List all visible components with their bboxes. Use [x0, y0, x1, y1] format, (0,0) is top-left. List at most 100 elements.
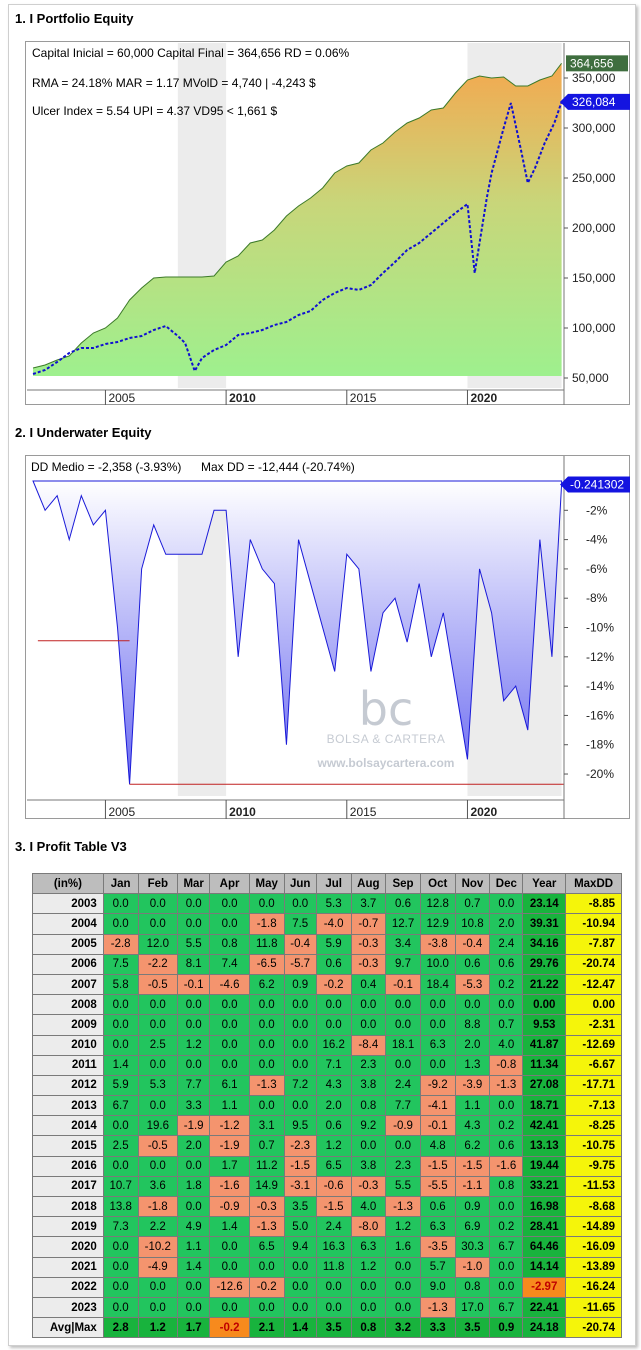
month-cell: -0.3 — [350, 933, 387, 955]
month-cell: 9.5 — [283, 1115, 317, 1137]
month-cell: 0.0 — [385, 994, 421, 1016]
month-cell: -1.3 — [385, 1195, 421, 1218]
month-cell: 0.0 — [283, 1014, 317, 1036]
month-cell: 0.0 — [489, 1256, 524, 1278]
month-cell: 0.8 — [454, 1276, 491, 1298]
month-cell: -0.9 — [209, 1195, 250, 1218]
month-cell: 0.0 — [454, 994, 491, 1016]
month-cell: -0.1 — [177, 973, 211, 996]
year-total-cell: -2.97 — [522, 1276, 567, 1298]
month-cell: 7.3 — [102, 1216, 139, 1238]
month-cell: 0.0 — [489, 893, 524, 915]
month-cell: 1.8 — [177, 1175, 211, 1198]
month-cell: 0.0 — [489, 1195, 524, 1218]
column-header: Oct — [419, 872, 456, 895]
month-cell: -0.4 — [283, 933, 317, 955]
underwater-x-tick-label: 2015 — [350, 805, 377, 819]
column-header: Aug — [350, 872, 387, 895]
month-cell: 2.2 — [137, 1216, 179, 1238]
year-total-cell: 41.87 — [522, 1034, 567, 1056]
month-cell: 1.4 — [102, 1054, 139, 1076]
month-cell: 2.0 — [489, 913, 524, 935]
month-cell: -1.9 — [209, 1135, 250, 1157]
avg-value-cell: 2.1 — [248, 1317, 285, 1339]
year-total-cell: 34.16 — [522, 933, 567, 955]
month-cell: -4.9 — [137, 1256, 179, 1278]
year-cell: 2014 — [32, 1115, 104, 1137]
table-row: 2018 13.8 -1.8 0.0 -0.9 -0.3 3.5 -1.5 4.0 -1.3 0.6… — [32, 1195, 622, 1218]
month-cell: -1.5 — [419, 1155, 456, 1177]
month-cell: 0.6 — [419, 1195, 456, 1218]
table-row: 2020 0.0 -10.2 1.1 0.0 6.5 9.4 16.3 6.3 1.6 -3.5 30… — [32, 1236, 622, 1258]
underwater-y-tick-label: -20% — [586, 767, 614, 781]
month-cell: 0.0 — [209, 1054, 250, 1076]
maxdd-cell: -8.68 — [565, 1195, 622, 1218]
month-cell: 1.1 — [209, 1095, 250, 1117]
month-cell: 4.0 — [350, 1195, 387, 1218]
table-row: 2023 0.0 0.0 0.0 0.0 0.0 0.0 0.0 0.0 0.0 -1.3 17.0 6… — [32, 1296, 622, 1319]
month-cell: 0.0 — [137, 1054, 179, 1076]
maxdd-cell: -16.24 — [565, 1276, 622, 1298]
maxdd-cell: -8.25 — [565, 1115, 622, 1137]
month-cell: 3.3 — [177, 1095, 211, 1117]
month-cell: 10.8 — [454, 913, 491, 935]
table-row: 2004 0.0 0.0 0.0 0.0 -1.8 7.5 -4.0 -0.7 12.7 12.9 1… — [32, 913, 622, 935]
year-cell: 2013 — [32, 1095, 104, 1117]
month-cell: 6.1 — [209, 1074, 250, 1097]
month-cell: 0.0 — [137, 1276, 179, 1298]
maxdd-cell: -11.65 — [565, 1296, 622, 1319]
year-cell: 2003 — [32, 893, 104, 915]
month-cell: -2.2 — [137, 953, 179, 975]
month-cell: 2.5 — [137, 1034, 179, 1056]
underwater-chart: -2% -4% -6% -8% -10% -12% -14% -16% -18% -20% 2005… — [27, 456, 630, 819]
year-cell: 2009 — [32, 1014, 104, 1036]
underwater-area — [32, 480, 563, 785]
column-header: Jul — [315, 872, 352, 895]
month-cell: 0.0 — [385, 1054, 421, 1076]
column-header: (in%) — [32, 872, 104, 895]
month-cell: -3.1 — [283, 1175, 317, 1198]
watermark: bc BOLSA & CARTERA www.bolsaycartera.com — [296, 686, 476, 770]
month-cell: 0.0 — [489, 1095, 524, 1117]
maxdd-cell: -12.47 — [565, 973, 622, 996]
table-row: 2008 0.0 0.0 0.0 0.0 0.0 0.0 0.0 0.0 0.0 0.0 0.0 0.0… — [32, 994, 622, 1016]
equity-x-tick-label: 2015 — [350, 391, 377, 405]
underwater-y-tick-label: -16% — [586, 708, 614, 722]
month-cell: 0.0 — [315, 1014, 352, 1036]
month-cell: 0.0 — [419, 1014, 456, 1036]
month-cell: 0.0 — [283, 1296, 317, 1319]
month-cell: -0.2 — [315, 973, 352, 996]
table-row: 2015 2.5 -0.5 2.0 -1.9 0.7 -2.3 1.2 0.0 0.0 4.8 6.2… — [32, 1135, 622, 1157]
equity-y-tick-label: 250,000 — [572, 171, 616, 185]
maxdd-cell: -16.09 — [565, 1236, 622, 1258]
month-cell: 4.3 — [454, 1115, 491, 1137]
month-cell: 0.7 — [489, 1014, 524, 1036]
underwater-y-tick-label: -6% — [586, 562, 608, 576]
month-cell: 0.6 — [315, 1115, 352, 1137]
month-cell: 0.0 — [209, 1034, 250, 1056]
month-cell: 0.6 — [489, 1135, 524, 1157]
month-cell: 18.4 — [419, 973, 456, 996]
year-total-cell: 9.53 — [522, 1014, 567, 1036]
maxdd-cell: -10.75 — [565, 1135, 622, 1157]
month-cell: 6.5 — [248, 1236, 285, 1258]
year-cell: 2005 — [32, 933, 104, 955]
column-header: Mar — [177, 872, 211, 895]
month-cell: 0.0 — [102, 913, 139, 935]
month-cell: 9.2 — [350, 1115, 387, 1137]
month-cell: 0.4 — [350, 973, 387, 996]
avg-value-cell: 0.9 — [489, 1317, 524, 1339]
month-cell: 17.0 — [454, 1296, 491, 1319]
equity-stats-line3: Ulcer Index = 5.54 UPI = 4.37 VD95 < 1,6… — [32, 104, 278, 118]
year-cell: 2008 — [32, 994, 104, 1016]
year-cell: 2019 — [32, 1216, 104, 1238]
month-cell: 0.0 — [177, 994, 211, 1016]
year-cell: 2006 — [32, 953, 104, 975]
maxdd-cell: -9.75 — [565, 1155, 622, 1177]
equity-chart-panel: 50,000 100,000 150,000 200,000 250,000 300,00… — [25, 41, 630, 405]
underwater-y-tick-label: -2% — [586, 503, 608, 517]
month-cell: 12.0 — [137, 933, 179, 955]
maxdd-cell: -17.71 — [565, 1074, 622, 1097]
avg-value-cell: -0.2 — [209, 1317, 250, 1339]
month-cell: 0.0 — [209, 1014, 250, 1036]
